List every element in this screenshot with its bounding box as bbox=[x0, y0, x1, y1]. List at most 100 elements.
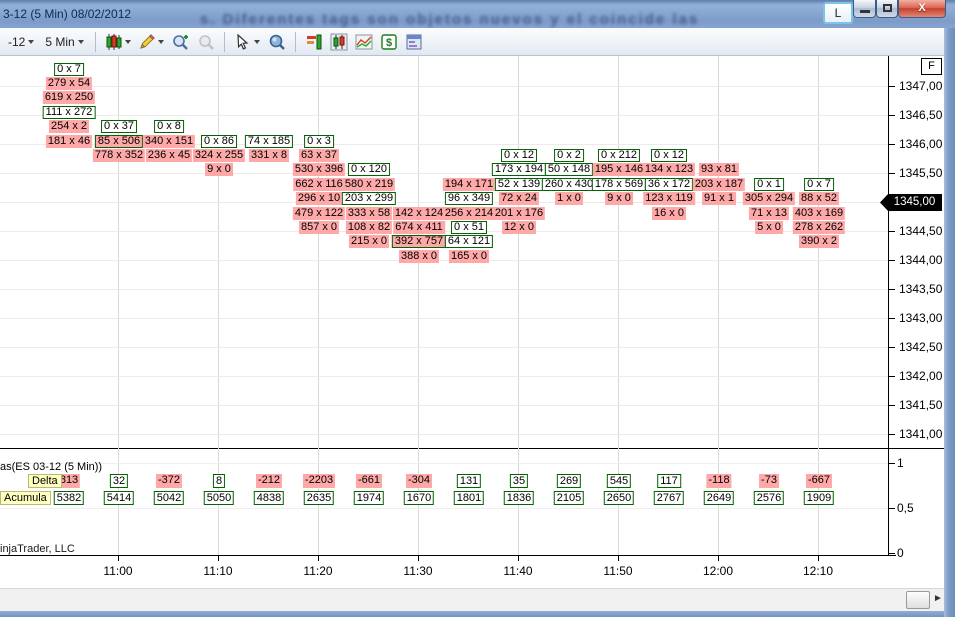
time-axis-label: 11:00 bbox=[103, 564, 133, 578]
footprint-cell: 74 x 185 bbox=[244, 134, 294, 148]
toolbar-separator bbox=[94, 31, 96, 52]
footprint-cell: 12 x 0 bbox=[502, 220, 536, 234]
chart-properties-icon bbox=[406, 34, 422, 49]
footprint-cell: 0 x 12 bbox=[501, 148, 537, 162]
scale-tick-label: 1 bbox=[897, 456, 904, 470]
footprint-cell: 50 x 148 bbox=[544, 163, 594, 177]
footprint-cell: 260 x 430 bbox=[541, 177, 597, 191]
price-axis-tick bbox=[888, 289, 895, 290]
footprint-cell: 173 x 194 bbox=[491, 163, 547, 177]
time-gridline bbox=[318, 56, 319, 555]
footprint-cell: 52 x 139 bbox=[494, 177, 544, 191]
toolbar-separator bbox=[223, 31, 225, 52]
delta-value: -304 bbox=[405, 474, 433, 488]
close-button[interactable]: X bbox=[898, 0, 946, 18]
data-box-button[interactable] bbox=[265, 31, 288, 53]
footprint-cell: 236 x 45 bbox=[145, 148, 193, 162]
footprint-cell: 0 x 3 bbox=[304, 134, 334, 148]
price-axis-label: 1343,00 bbox=[899, 311, 943, 325]
time-axis-tick bbox=[318, 555, 319, 561]
minimize-button[interactable] bbox=[853, 0, 876, 18]
footprint-cell: 331 x 8 bbox=[248, 148, 290, 162]
delta-value: -2203 bbox=[302, 474, 336, 488]
delta-value: 131 bbox=[456, 474, 482, 488]
drawing-tools-button[interactable] bbox=[136, 31, 166, 53]
delta-value: 8 bbox=[212, 474, 226, 488]
zoom-in-button[interactable] bbox=[169, 31, 192, 53]
time-axis-line bbox=[0, 555, 896, 556]
data-box-magnifier-icon bbox=[269, 34, 285, 50]
static-price-bars-button[interactable] bbox=[303, 31, 325, 53]
footprint-cell: 390 x 2 bbox=[798, 235, 840, 249]
footprint-cell: 0 x 7 bbox=[54, 62, 84, 76]
instrument-selector-label: -12 bbox=[8, 34, 26, 49]
price-gridline bbox=[0, 144, 888, 145]
svg-text:$: $ bbox=[386, 37, 392, 49]
price-axis-line bbox=[888, 56, 889, 556]
footprint-cell: 215 x 0 bbox=[348, 235, 390, 249]
horizontal-scrollbar[interactable]: ► bbox=[0, 588, 944, 611]
footprint-cell: 296 x 10 bbox=[295, 192, 343, 206]
footprint-cell: 165 x 0 bbox=[448, 249, 490, 263]
cursor-tool-button[interactable] bbox=[232, 31, 262, 53]
footprint-cell: 203 x 299 bbox=[341, 192, 397, 206]
footprint-cell: 279 x 54 bbox=[45, 76, 93, 90]
footprint-cell: 778 x 352 bbox=[92, 148, 146, 162]
accumulated-value: 2767 bbox=[653, 491, 685, 505]
indicators-button[interactable] bbox=[353, 31, 375, 53]
accumulated-value: 4838 bbox=[253, 491, 285, 505]
footprint-cell: 71 x 13 bbox=[748, 206, 790, 220]
footprint-cell: 388 x 0 bbox=[398, 249, 440, 263]
time-axis-label: 12:10 bbox=[802, 564, 834, 578]
interval-selector[interactable]: 5 Min bbox=[41, 33, 87, 51]
fix-scale-button[interactable]: F bbox=[921, 58, 942, 75]
scale-tick bbox=[888, 553, 895, 554]
account-button[interactable]: $ bbox=[378, 31, 400, 53]
accumulated-value: 5042 bbox=[153, 491, 185, 505]
instrument-selector[interactable]: -12 bbox=[4, 33, 38, 51]
footprint-cell: 0 x 12 bbox=[651, 148, 687, 162]
footprint-cell: 85 x 506 bbox=[94, 134, 144, 148]
maximize-button[interactable] bbox=[876, 0, 898, 18]
footprint-cell: 178 x 569 bbox=[591, 177, 647, 191]
footprint-cell: 181 x 46 bbox=[45, 134, 93, 148]
footprint-cell: 0 x 86 bbox=[201, 134, 237, 148]
footprint-cell: 63 x 37 bbox=[298, 148, 340, 162]
panel-separator bbox=[0, 448, 944, 449]
price-axis-tick bbox=[888, 347, 895, 348]
footprint-cell: 195 x 146 bbox=[592, 163, 646, 177]
time-axis-tick bbox=[618, 555, 619, 561]
chart-canvas[interactable]: F 1345,00 as(ES 03-12 (5 Min)) Delta Acu… bbox=[0, 56, 944, 588]
price-gridline bbox=[0, 173, 888, 174]
properties-button[interactable] bbox=[403, 31, 425, 53]
zoom-out-button[interactable] bbox=[195, 31, 217, 53]
price-axis-label: 1344,00 bbox=[899, 253, 943, 267]
accumulated-value: 2650 bbox=[603, 491, 635, 505]
chart-trader-button[interactable] bbox=[328, 31, 350, 53]
footprint-cell: 194 x 171 bbox=[442, 177, 496, 191]
scale-tick bbox=[888, 463, 895, 464]
scrollbar-thumb[interactable] bbox=[906, 591, 930, 609]
chevron-down-icon bbox=[124, 39, 131, 44]
footprint-cell: 857 x 0 bbox=[298, 220, 340, 234]
close-icon: X bbox=[918, 2, 926, 14]
price-axis-tick bbox=[888, 86, 895, 87]
footprint-cell: 333 x 58 bbox=[345, 206, 393, 220]
footprint-cell: 203 x 187 bbox=[692, 177, 746, 191]
accumulated-value: 5382 bbox=[53, 491, 85, 505]
indicator-gridline bbox=[0, 463, 888, 464]
footprint-cell: 0 x 212 bbox=[597, 148, 641, 162]
chart-trader-icon bbox=[330, 33, 348, 50]
price-axis-tick bbox=[888, 231, 895, 232]
delta-value: -118 bbox=[706, 474, 732, 488]
price-gridline bbox=[0, 260, 888, 261]
footprint-cell: 201 x 176 bbox=[492, 206, 546, 220]
footprint-cell: 64 x 121 bbox=[444, 235, 494, 249]
indicators-chart-icon bbox=[355, 34, 373, 49]
delta-value: -372 bbox=[155, 474, 183, 488]
footprint-cell: 91 x 1 bbox=[702, 192, 736, 206]
link-button[interactable]: L bbox=[823, 2, 853, 24]
footprint-cell: 619 x 250 bbox=[42, 91, 96, 105]
chart-style-button[interactable] bbox=[103, 31, 133, 53]
scroll-right-icon[interactable]: ► bbox=[933, 593, 943, 604]
